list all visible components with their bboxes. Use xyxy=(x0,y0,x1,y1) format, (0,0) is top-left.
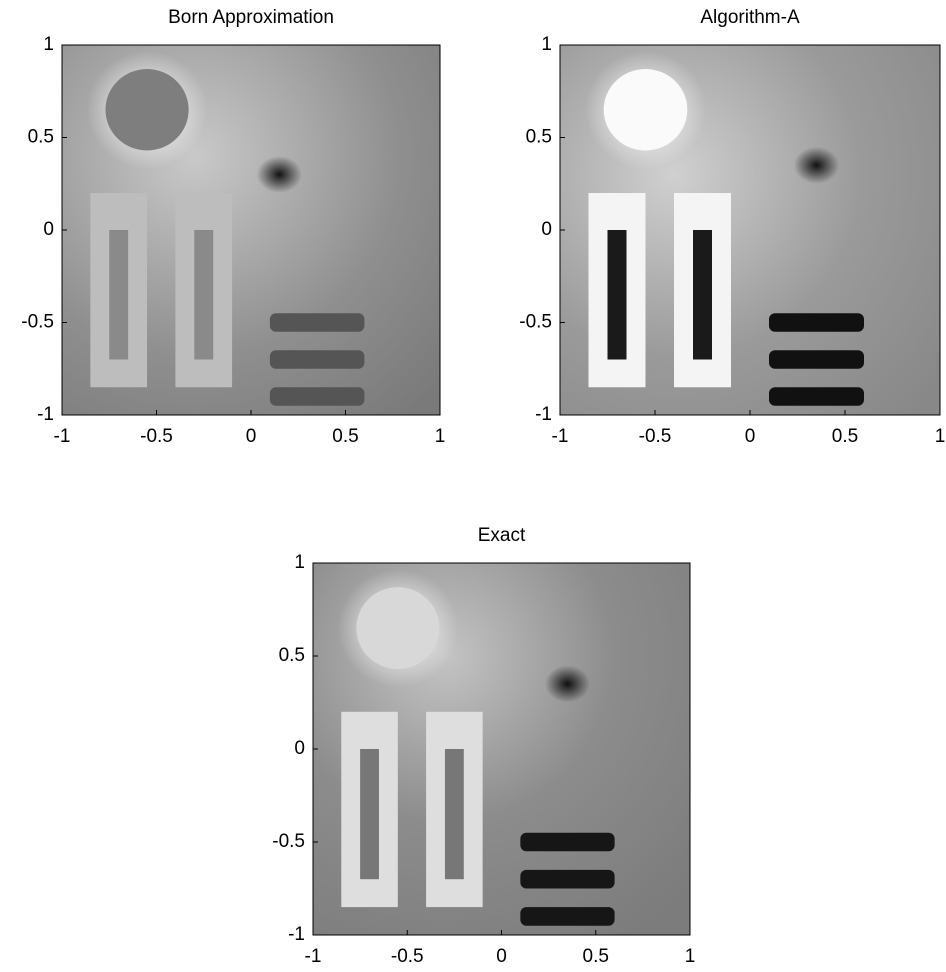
circle-object xyxy=(604,69,688,150)
image-plot xyxy=(560,45,940,415)
rect-hole xyxy=(693,230,712,360)
y-tick-label: 0 xyxy=(541,219,552,240)
y-tick-label: -1 xyxy=(288,924,305,945)
figure: Born Approximation -1 -0.5 0 0.5 1 -1 -0.5 0 0.5 1… xyxy=(0,0,946,972)
bar-object xyxy=(270,313,365,332)
rect-hole xyxy=(194,230,213,360)
x-tick-label: -1 xyxy=(552,426,569,447)
y-tick-label: -0.5 xyxy=(519,312,552,333)
x-tick-label: 1 xyxy=(935,426,946,447)
bar-object xyxy=(769,313,864,332)
x-tick-label: 0.5 xyxy=(832,426,858,447)
x-tick-label: 1 xyxy=(685,946,696,967)
y-tick-label: 0.5 xyxy=(28,127,54,148)
y-tick-label: -1 xyxy=(37,404,54,425)
plot-title: Born Approximation xyxy=(168,7,334,28)
x-tick-label: -1 xyxy=(54,426,71,447)
dark-spot xyxy=(257,156,302,193)
y-tick-label: 1 xyxy=(541,34,552,55)
y-tick-label: -1 xyxy=(535,404,552,425)
x-tick-label: -1 xyxy=(305,946,322,967)
bar-object xyxy=(769,350,864,369)
x-tick-label: -0.5 xyxy=(140,426,173,447)
rect-hole xyxy=(445,749,464,879)
x-tick-label: 1 xyxy=(435,426,446,447)
x-tick-label: -0.5 xyxy=(639,426,672,447)
bar-object xyxy=(769,387,864,406)
bar-object xyxy=(520,870,614,889)
plot-title: Algorithm-A xyxy=(700,7,800,28)
bar-object xyxy=(520,833,614,852)
x-tick-label: 0 xyxy=(246,426,257,447)
image-plot xyxy=(313,563,690,935)
x-tick-label: 0.5 xyxy=(332,426,358,447)
x-tick-label: 0 xyxy=(745,426,756,447)
x-tick-label: 0.5 xyxy=(583,946,609,967)
y-tick-label: 1 xyxy=(294,552,305,573)
y-tick-label: 0.5 xyxy=(526,127,552,148)
y-tick-label: -0.5 xyxy=(272,831,305,852)
dark-spot xyxy=(794,147,840,184)
y-tick-label: 0 xyxy=(43,219,54,240)
y-tick-label: 0 xyxy=(294,738,305,759)
plot-title: Exact xyxy=(478,525,526,546)
circle-object xyxy=(356,587,439,669)
x-tick-label: -0.5 xyxy=(391,946,424,967)
rect-hole xyxy=(360,749,379,879)
y-tick-label: 0.5 xyxy=(279,645,305,666)
circle-object xyxy=(105,69,188,150)
rect-hole xyxy=(109,230,128,360)
y-tick-label: -0.5 xyxy=(21,312,54,333)
rect-hole xyxy=(608,230,627,360)
y-tick-label: 1 xyxy=(43,34,54,55)
x-tick-label: 0 xyxy=(496,946,507,967)
bar-object xyxy=(520,907,614,926)
dark-spot xyxy=(545,665,590,702)
bar-object xyxy=(270,387,365,406)
bar-object xyxy=(270,350,365,369)
image-plot xyxy=(62,45,440,415)
